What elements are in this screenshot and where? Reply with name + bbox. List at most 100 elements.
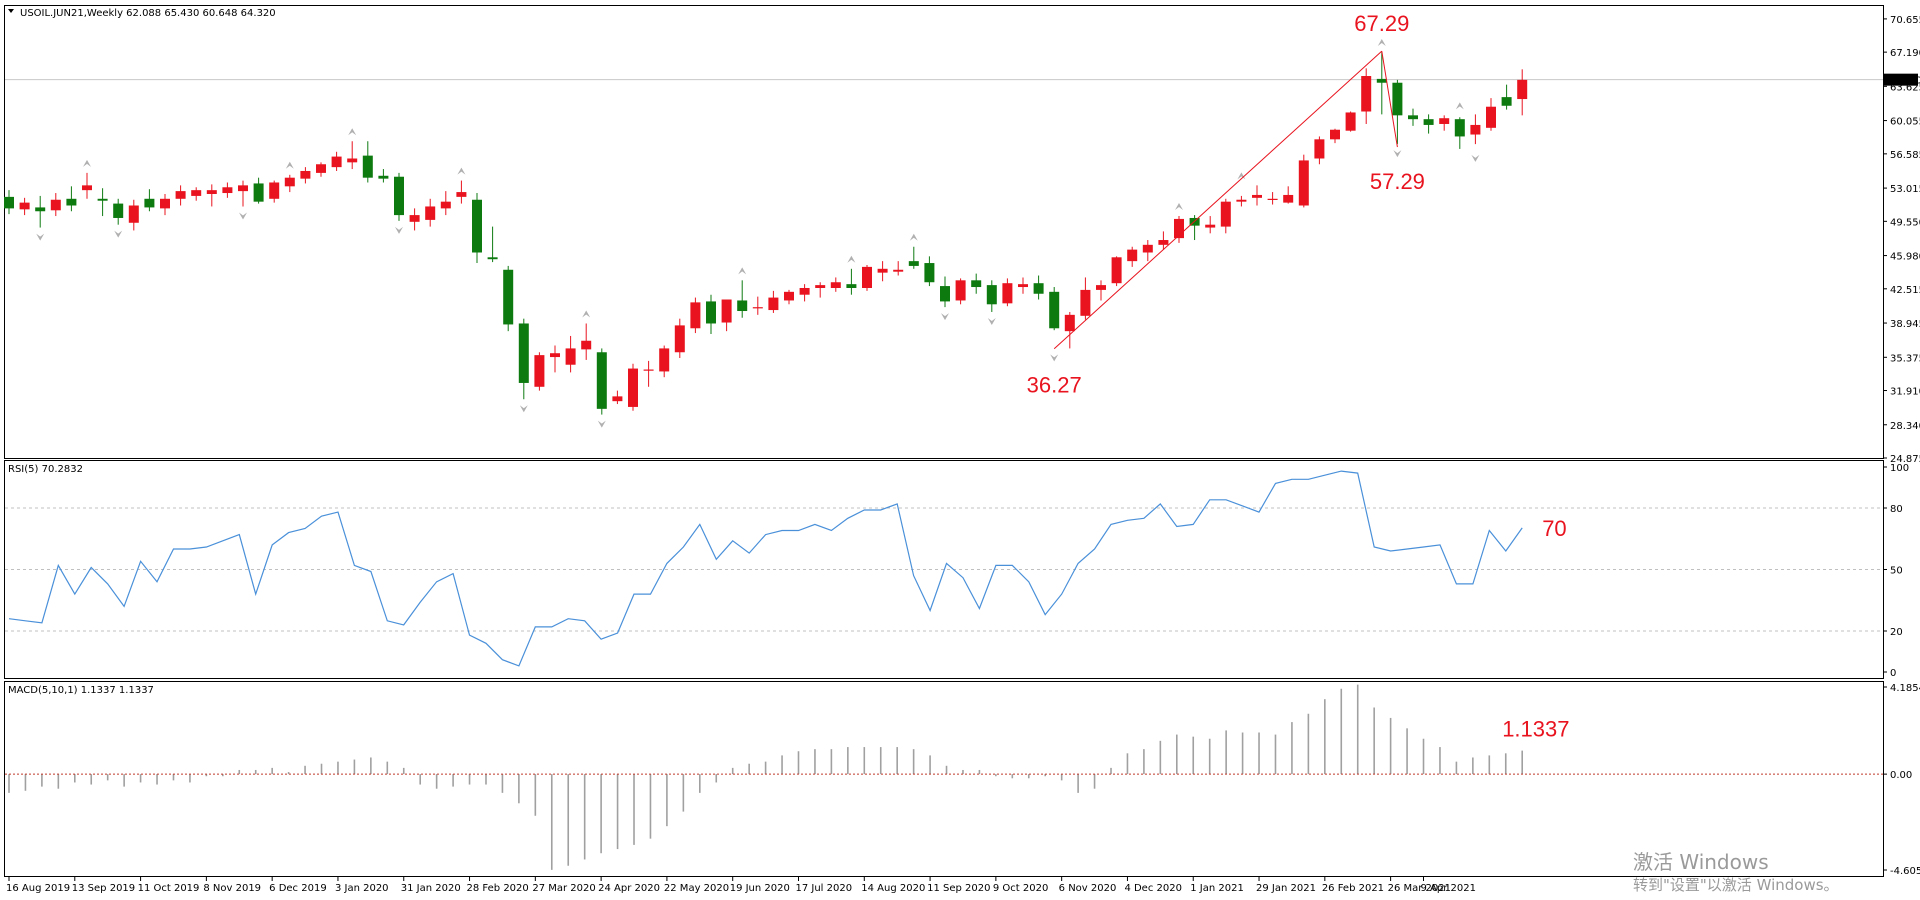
candle-body: [144, 198, 155, 208]
candle-body: [862, 266, 872, 288]
time-axis-label: 3 Jan 2020: [335, 883, 389, 894]
candle-body: [550, 353, 560, 358]
time-axis-label: 27 Mar 2020: [532, 883, 595, 894]
fractal-down-icon: [1393, 150, 1402, 158]
time-axis-label: 1 Jan 2021: [1190, 883, 1244, 894]
fractal-up-icon: [1455, 102, 1464, 110]
candle-body: [347, 158, 358, 163]
time-axis-label: 24 Apr 2020: [598, 883, 660, 894]
candle-body: [1236, 199, 1247, 202]
candle-body: [1267, 198, 1278, 200]
time-axis-label: 16 Aug 2019: [6, 883, 70, 894]
price-axis-label: 35.375: [1890, 353, 1920, 364]
candle-body: [893, 269, 904, 272]
candle-body: [1002, 283, 1013, 304]
time-axis-label: 4 Dec 2020: [1124, 883, 1182, 894]
candle-body: [440, 201, 451, 209]
candle-body: [768, 297, 779, 311]
time-axis-label: 9 Oct 2020: [993, 883, 1048, 894]
candle-body: [643, 369, 654, 371]
rsi-axis-label: 20: [1890, 627, 1903, 638]
fractal-up-icon: [1175, 203, 1183, 211]
price-axis-label: 63.625: [1890, 82, 1920, 93]
candle-body: [1033, 283, 1044, 294]
macd-pane-frame: [4, 681, 1884, 877]
rsi-annotation: 70: [1542, 516, 1566, 541]
price-annotation: 67.29: [1354, 11, 1409, 36]
candle-body: [1174, 218, 1184, 239]
price-axis-label: 38.945: [1890, 319, 1920, 330]
chart-menu-arrow-icon[interactable]: [8, 9, 14, 13]
zigzag-trend-line: [1053, 50, 1383, 350]
time-axis-label: 22 May 2020: [664, 883, 729, 894]
candle-body: [394, 176, 404, 216]
candle-body: [518, 323, 529, 383]
time-axis-label: 14 Aug 2020: [861, 883, 925, 894]
candle-body: [1486, 106, 1496, 128]
candle-body: [503, 269, 514, 325]
fractal-down-icon: [1471, 154, 1480, 162]
candle-body: [1096, 285, 1106, 290]
rsi-pane: 70: [5, 470, 1883, 667]
fractal-up-icon: [738, 267, 747, 275]
candle-body: [940, 286, 950, 302]
candle-body: [1158, 240, 1169, 245]
candle-body: [238, 185, 248, 192]
time-axis-label: 26 Feb 2021: [1322, 883, 1384, 894]
rsi-axis-label: 80: [1890, 504, 1903, 515]
candle-body: [97, 198, 108, 201]
candle-body: [706, 301, 716, 324]
price-pane-frame: [4, 5, 1884, 459]
time-axis-label: 11 Sep 2020: [927, 883, 990, 894]
candle-body: [378, 175, 389, 179]
candle-body: [1049, 291, 1060, 329]
price-pane: 67.29 57.29 36.27: [4, 11, 1883, 428]
candle-body: [316, 164, 326, 173]
candle-body: [971, 280, 982, 288]
candle-body: [1470, 124, 1481, 135]
candle-body: [1283, 194, 1294, 203]
candle-body: [82, 185, 92, 191]
activation-watermark-subtitle: 转到"设置"以激活 Windows。: [1633, 876, 1839, 894]
zigzag-trend-line: [1381, 51, 1398, 148]
fractal-up-icon: [83, 159, 91, 167]
fractal-down-icon: [519, 405, 528, 413]
rsi-header: RSI(5) 70.2832: [8, 464, 83, 475]
candle-body: [581, 340, 592, 350]
candle-body: [877, 268, 888, 273]
candle-body: [50, 199, 61, 211]
time-axis-label: 28 Feb 2020: [467, 883, 529, 894]
candle-body: [1142, 244, 1153, 253]
fractal-up-icon: [847, 255, 856, 263]
candle-body: [35, 207, 46, 212]
candle-body: [674, 325, 685, 353]
current-price-box: [1884, 73, 1918, 86]
fractal-up-icon: [285, 161, 294, 169]
candle-body: [1408, 115, 1418, 120]
candle-body: [1111, 257, 1122, 284]
fractal-down-icon: [987, 317, 996, 325]
candle-body: [269, 182, 280, 199]
time-axis-label: 29 Jan 2021: [1256, 883, 1316, 894]
price-annotation: 57.29: [1370, 169, 1425, 194]
candle-body: [409, 215, 420, 222]
price-axis-label: 56.585: [1890, 150, 1920, 161]
price-axis-label: 60.055: [1890, 117, 1920, 128]
candle-body: [1376, 78, 1387, 83]
time-axis-label: 8 Nov 2019: [203, 883, 261, 894]
fractal-down-icon: [395, 226, 403, 234]
candle-body: [66, 198, 77, 206]
time-axis-label: 31 Jan 2020: [401, 883, 461, 894]
candle-body: [846, 284, 857, 288]
fractal-down-icon: [597, 420, 606, 428]
price-axis-label: 31.910: [1890, 387, 1920, 398]
price-annotation: 36.27: [1027, 373, 1082, 398]
candle-body: [222, 187, 233, 194]
candle-body: [752, 307, 763, 309]
price-header: USOIL.JUN21,Weekly 62.088 65.430 60.648 …: [20, 8, 276, 19]
candle-body: [1361, 76, 1372, 112]
candle-body: [1298, 160, 1309, 206]
candle-body: [19, 202, 30, 210]
candle-body: [1080, 289, 1091, 316]
